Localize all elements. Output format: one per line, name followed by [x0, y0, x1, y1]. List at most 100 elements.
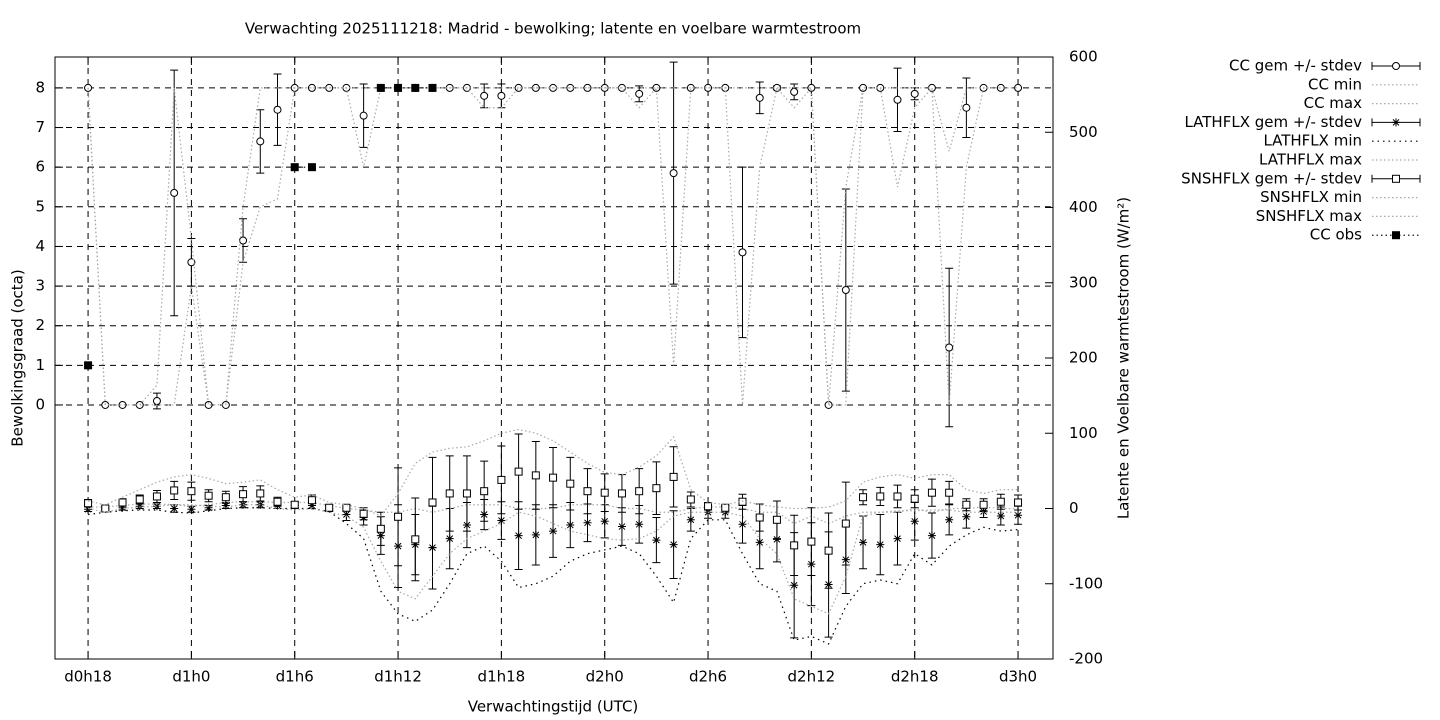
- y-tick-label: 8: [35, 78, 45, 96]
- point: [152, 397, 161, 405]
- point: [307, 163, 316, 172]
- point: [841, 286, 850, 295]
- legend-label: CC max: [1304, 94, 1363, 112]
- point: [600, 517, 609, 526]
- y2-tick-label: 300: [1069, 273, 1098, 291]
- point: [1014, 511, 1023, 520]
- point: [256, 137, 265, 146]
- point: [910, 517, 919, 526]
- point: [531, 530, 540, 539]
- point: [996, 512, 1005, 521]
- point: [1014, 83, 1023, 92]
- point: [84, 505, 93, 514]
- point: [635, 89, 644, 98]
- point: [996, 497, 1005, 506]
- point: [772, 515, 781, 524]
- point: [428, 498, 437, 507]
- point: [101, 504, 110, 513]
- y2-tick-label: 200: [1069, 349, 1098, 367]
- point: [893, 492, 902, 501]
- legend-marker: [1392, 62, 1400, 70]
- y2-tick-label: -200: [1069, 650, 1103, 668]
- point: [686, 515, 695, 524]
- point: [342, 510, 351, 519]
- legend-label: LATHFLX max: [1259, 151, 1362, 169]
- point: [118, 400, 127, 409]
- point: [962, 512, 971, 521]
- point: [204, 491, 213, 500]
- series-line: [87, 86, 1019, 406]
- plot-border: [54, 56, 1054, 660]
- point: [84, 361, 93, 370]
- point: [221, 493, 230, 502]
- legend-label: LATHFLX min: [1263, 132, 1362, 150]
- point: [342, 503, 351, 512]
- point: [394, 512, 403, 521]
- y-tick-label: 7: [35, 118, 45, 136]
- y-tick-label: 6: [35, 158, 45, 176]
- point: [497, 516, 506, 525]
- series-line: [87, 504, 1019, 615]
- point: [170, 188, 179, 197]
- legend-label: SNSHFLX gem +/- stdev: [1181, 169, 1362, 187]
- series-line: [88, 501, 1019, 525]
- point: [118, 503, 127, 512]
- point: [669, 472, 678, 481]
- y2-axis-label: Latente en Voelbare warmtestroom (W/m²): [1115, 197, 1133, 519]
- point: [738, 520, 747, 529]
- point: [428, 83, 437, 92]
- point: [566, 521, 575, 530]
- point: [445, 534, 454, 543]
- point: [84, 499, 93, 508]
- legend-marker: [1392, 174, 1400, 183]
- point: [824, 546, 833, 555]
- point: [514, 467, 523, 476]
- x-tick-label: d2h12: [788, 668, 836, 686]
- point: [221, 501, 230, 510]
- x-tick-label: d2h6: [689, 668, 727, 686]
- legend-label: CC min: [1308, 75, 1362, 93]
- point: [790, 581, 799, 590]
- x-tick-label: d2h18: [891, 668, 939, 686]
- point: [807, 537, 816, 546]
- point: [876, 492, 885, 501]
- point: [583, 518, 592, 527]
- point: [549, 527, 558, 536]
- y-tick-label: 4: [35, 237, 45, 255]
- point: [359, 509, 368, 518]
- y2-tick-label: 600: [1069, 48, 1098, 66]
- point: [1014, 498, 1023, 507]
- point: [152, 492, 161, 501]
- y2-tick-label: -100: [1069, 574, 1103, 592]
- legend-label: CC gem +/- stdev: [1229, 57, 1362, 75]
- chart-title: Verwachting 2025111218: Madrid - bewolki…: [245, 20, 861, 38]
- point: [411, 83, 420, 92]
- point: [927, 531, 936, 540]
- point: [445, 489, 454, 498]
- point: [755, 538, 764, 547]
- point: [497, 91, 506, 100]
- x-tick-label: d3h0: [999, 668, 1037, 686]
- y-tick-label: 2: [35, 316, 45, 334]
- point: [514, 531, 523, 540]
- point: [979, 507, 988, 516]
- x-axis-label: Verwachtingstijd (UTC): [468, 698, 639, 716]
- point: [376, 524, 385, 533]
- point: [480, 487, 489, 496]
- point: [187, 487, 196, 496]
- y2-tick-label: 0: [1069, 499, 1079, 517]
- point: [359, 111, 368, 120]
- point: [325, 503, 334, 512]
- point: [600, 488, 609, 497]
- y-axis-label: Bewolkingsgraad (octa): [9, 269, 27, 446]
- point: [617, 522, 626, 531]
- point: [462, 489, 471, 498]
- point: [239, 490, 248, 499]
- point: [135, 502, 144, 511]
- point: [101, 400, 110, 409]
- point: [979, 500, 988, 509]
- point: [910, 89, 919, 98]
- point: [755, 513, 764, 522]
- point: [807, 83, 816, 92]
